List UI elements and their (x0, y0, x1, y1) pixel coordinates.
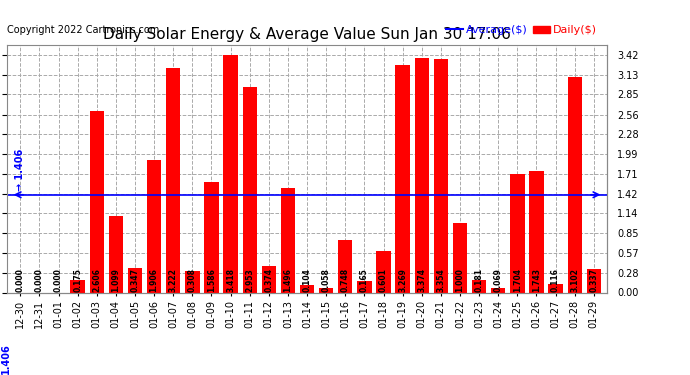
Text: 3.418: 3.418 (226, 268, 235, 292)
Bar (357, 281, 372, 292)
Bar (300, 285, 314, 292)
Text: 1.906: 1.906 (150, 268, 159, 292)
Text: 0.165: 0.165 (360, 268, 369, 292)
Text: 3.354: 3.354 (436, 268, 445, 292)
Bar (549, 284, 563, 292)
Bar (529, 171, 544, 292)
Bar (242, 87, 257, 292)
Text: 2.606: 2.606 (92, 268, 101, 292)
Bar (319, 288, 333, 292)
Text: 3.374: 3.374 (417, 268, 426, 292)
Text: 3.269: 3.269 (398, 268, 407, 292)
Text: 3.102: 3.102 (570, 268, 579, 292)
Bar (109, 216, 123, 292)
Text: 0.347: 0.347 (130, 268, 139, 292)
Legend: Average($), Daily($): Average($), Daily($) (442, 21, 602, 40)
Text: 0.337: 0.337 (589, 268, 598, 292)
Text: Copyright 2022 Cartronics.com: Copyright 2022 Cartronics.com (7, 25, 159, 35)
Text: 0.601: 0.601 (379, 268, 388, 292)
Bar (185, 271, 199, 292)
Bar (453, 223, 467, 292)
Bar (434, 59, 448, 292)
Text: 0.000: 0.000 (35, 268, 44, 292)
Bar (224, 55, 238, 292)
Text: 1.000: 1.000 (455, 268, 464, 292)
Bar (376, 251, 391, 292)
Bar (491, 288, 505, 292)
Bar (128, 268, 142, 292)
Bar (568, 77, 582, 292)
Text: 0.181: 0.181 (475, 268, 484, 292)
Bar (395, 65, 410, 292)
Text: 1.704: 1.704 (513, 268, 522, 292)
Text: 0.069: 0.069 (494, 268, 503, 292)
Text: 0.000: 0.000 (54, 268, 63, 292)
Bar (281, 189, 295, 292)
Text: 0.000: 0.000 (16, 268, 25, 292)
Bar (204, 182, 219, 292)
Bar (166, 69, 180, 292)
Text: 2.953: 2.953 (245, 268, 254, 292)
Text: 1.743: 1.743 (532, 268, 541, 292)
Text: → 1.406: → 1.406 (14, 149, 25, 191)
Text: 0.748: 0.748 (341, 268, 350, 292)
Bar (586, 269, 601, 292)
Text: 1.586: 1.586 (207, 268, 216, 292)
Text: 0.058: 0.058 (322, 268, 331, 292)
Bar (415, 58, 429, 292)
Title: Daily Solar Energy & Average Value Sun Jan 30 17:06: Daily Solar Energy & Average Value Sun J… (103, 27, 511, 42)
Text: 0.104: 0.104 (302, 268, 312, 292)
Text: 1.406: 1.406 (1, 343, 11, 374)
Text: 1.099: 1.099 (111, 268, 120, 292)
Text: 0.308: 0.308 (188, 268, 197, 292)
Text: 0.374: 0.374 (264, 268, 273, 292)
Bar (338, 240, 353, 292)
Bar (70, 280, 85, 292)
Bar (90, 111, 104, 292)
Bar (262, 267, 276, 292)
Bar (472, 280, 486, 292)
Bar (147, 160, 161, 292)
Text: 1.496: 1.496 (284, 268, 293, 292)
Text: 0.175: 0.175 (73, 268, 82, 292)
Text: 0.116: 0.116 (551, 268, 560, 292)
Text: 3.222: 3.222 (169, 268, 178, 292)
Bar (510, 174, 524, 292)
